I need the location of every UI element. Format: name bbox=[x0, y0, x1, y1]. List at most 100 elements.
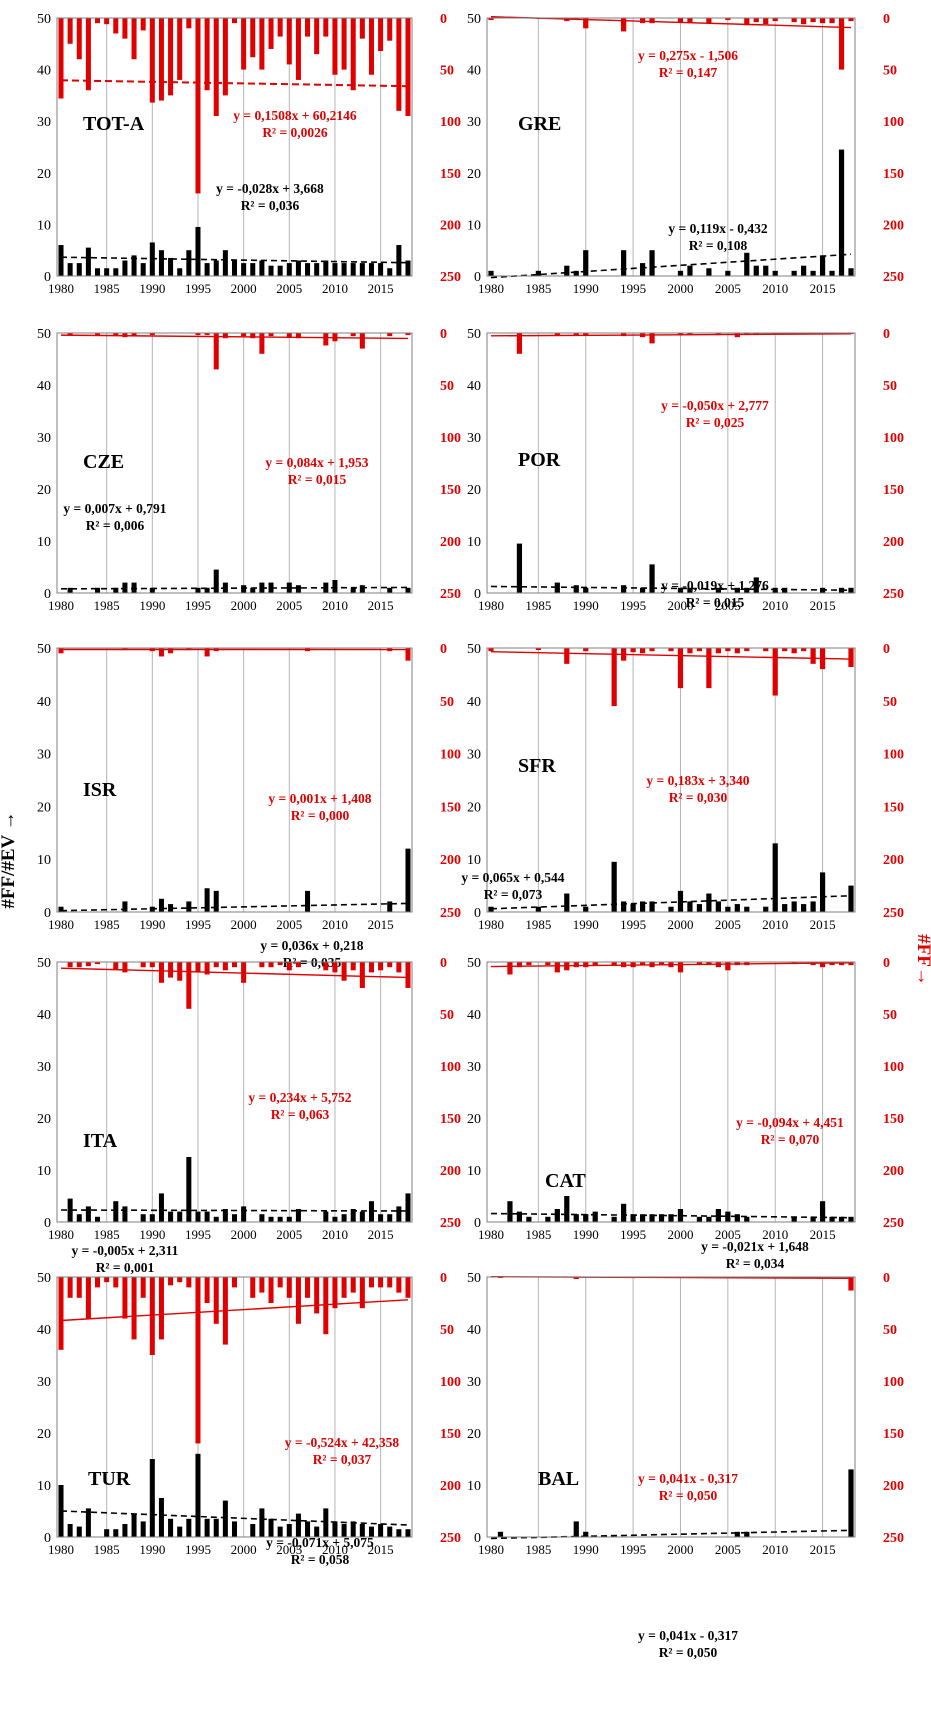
y-tick-label-left: 20 bbox=[467, 800, 481, 815]
plot-frame bbox=[486, 17, 856, 277]
y-tick-label-left: 10 bbox=[37, 1164, 51, 1179]
y-tick-label-right: 200 bbox=[440, 218, 461, 233]
x-tick-label: 2015 bbox=[368, 917, 394, 932]
ff-bar bbox=[140, 1277, 146, 1298]
ff-ev-bar bbox=[359, 585, 365, 593]
ff-trendline bbox=[490, 333, 852, 337]
ff-bar bbox=[677, 333, 684, 336]
ff-trend-equation: y = 0,234x + 5,752 bbox=[248, 1090, 351, 1105]
ff-ev-bar bbox=[583, 1214, 589, 1222]
ff-ev-bar bbox=[158, 250, 164, 276]
chart-panel-gre: 0 10 20 30 40 50 0 50 100 150 200 250 1980 1985 1990 19… bbox=[467, 12, 904, 296]
ff-ev-bar bbox=[350, 1209, 356, 1222]
x-tick-label: 2000 bbox=[667, 598, 693, 613]
ff-ev-bar bbox=[810, 901, 816, 912]
panel-label: GRE bbox=[518, 113, 561, 135]
chart-panel-tur: 0 10 20 30 40 50 0 50 100 150 200 250 1980 1985 1990 19… bbox=[37, 1271, 461, 1567]
ff-ev-bar bbox=[332, 580, 338, 593]
ff-ev-bar bbox=[359, 1211, 365, 1222]
ff-ev-bar bbox=[819, 1201, 826, 1222]
ff-bar bbox=[744, 648, 750, 652]
x-tick-label: 2005 bbox=[276, 1227, 302, 1242]
ff-bar bbox=[195, 1277, 201, 1444]
ff-ev-bar bbox=[195, 587, 201, 593]
ff-bar bbox=[677, 648, 684, 689]
ff-bar bbox=[573, 962, 579, 968]
ff-ev-bar bbox=[744, 587, 750, 593]
ff-ev-bar bbox=[611, 861, 617, 912]
ff-bar bbox=[323, 962, 329, 971]
y-tick-label-left: 30 bbox=[37, 431, 51, 446]
ff-bar bbox=[140, 18, 146, 31]
ff-trend-r2: R² = 0,063 bbox=[271, 1107, 330, 1122]
ff-ev-bar bbox=[131, 1513, 137, 1537]
ff-bar bbox=[829, 18, 835, 24]
ff-bar bbox=[573, 333, 579, 336]
ff-ev-bar bbox=[222, 250, 228, 276]
y-tick-label-left: 40 bbox=[37, 64, 51, 79]
ff-ev-bar bbox=[507, 1201, 513, 1222]
ff-ev-bar bbox=[286, 582, 292, 593]
ff-bar bbox=[113, 1277, 119, 1288]
ff-bar bbox=[122, 1277, 128, 1319]
ff-ev-bar bbox=[573, 270, 579, 276]
ff-ev-bar bbox=[168, 257, 174, 276]
ff-bar bbox=[350, 962, 356, 971]
ff-ev-bar bbox=[488, 906, 494, 912]
y-tick-label-right: 100 bbox=[440, 1375, 461, 1390]
ff-bar bbox=[554, 962, 560, 973]
ff-trendline bbox=[490, 651, 852, 660]
ff-bar bbox=[368, 1277, 374, 1288]
ff-bar bbox=[378, 1277, 384, 1288]
y-tick-label-right: 150 bbox=[883, 167, 904, 182]
ff-trend-equation: y = 0,041x - 0,317 bbox=[638, 1471, 738, 1486]
ff-bar bbox=[67, 962, 73, 968]
ff-ev-bar bbox=[250, 263, 256, 276]
ff-ev-bar bbox=[368, 263, 374, 276]
ff-ev-bar bbox=[332, 1216, 338, 1222]
ff-trend-r2: R² = 0,025 bbox=[686, 415, 745, 430]
ff-trendline bbox=[60, 967, 409, 979]
x-tick-label: 1980 bbox=[478, 598, 504, 613]
y-tick-label-left: 10 bbox=[467, 535, 481, 550]
ff-ev-bar bbox=[259, 260, 265, 276]
ff-ev-bar bbox=[649, 250, 655, 276]
ff-ev-trend-r2: R² = 0,108 bbox=[689, 238, 748, 253]
y-tick-label-left: 40 bbox=[467, 1008, 481, 1023]
ff-ev-bar bbox=[772, 843, 778, 912]
ff-ev-trend-equation: y = -0,071x + 5,075 bbox=[266, 1535, 374, 1550]
chart-panel-tot-a: 0 10 20 30 40 50 0 50 100 150 200 250 1980 1985 1990 19… bbox=[37, 12, 461, 296]
ff-trend-equation: y = 0,183x + 3,340 bbox=[646, 773, 749, 788]
x-tick-label: 1980 bbox=[48, 281, 74, 296]
y-tick-label-left: 0 bbox=[44, 1531, 51, 1546]
ff-ev-bar bbox=[140, 1521, 146, 1537]
ff-ev-bar bbox=[725, 1211, 731, 1222]
ff-ev-bar bbox=[639, 901, 646, 912]
ff-ev-bar bbox=[744, 252, 750, 276]
y-tick-label-right: 100 bbox=[883, 1060, 904, 1075]
ff-ev-bar bbox=[295, 1209, 301, 1222]
plot-frame bbox=[486, 1276, 856, 1538]
y-tick-label-right: 250 bbox=[440, 587, 461, 602]
ff-ev-bar bbox=[396, 1529, 402, 1537]
y-tick-label-left: 10 bbox=[467, 1164, 481, 1179]
ff-ev-bar bbox=[113, 587, 119, 593]
ff-ev-bar bbox=[405, 848, 411, 912]
ff-ev-bar bbox=[753, 265, 759, 276]
x-tick-label: 1980 bbox=[48, 1227, 74, 1242]
ff-ev-bar bbox=[186, 1157, 192, 1222]
ff-ev-bar bbox=[295, 260, 301, 276]
x-tick-label: 1985 bbox=[94, 1542, 120, 1557]
ff-bar bbox=[95, 18, 101, 24]
panel-label: ITA bbox=[83, 1130, 118, 1152]
ff-bar bbox=[782, 648, 788, 652]
ff-bar bbox=[250, 333, 256, 339]
ff-bar bbox=[168, 18, 174, 96]
x-tick-label: 1990 bbox=[139, 917, 165, 932]
x-tick-label: 1980 bbox=[48, 1542, 74, 1557]
ff-ev-bar bbox=[387, 587, 393, 593]
y-tick-label-right: 0 bbox=[440, 1271, 447, 1286]
ff-bar bbox=[630, 648, 636, 653]
ff-bar bbox=[341, 962, 347, 981]
ff-bar bbox=[611, 648, 617, 707]
